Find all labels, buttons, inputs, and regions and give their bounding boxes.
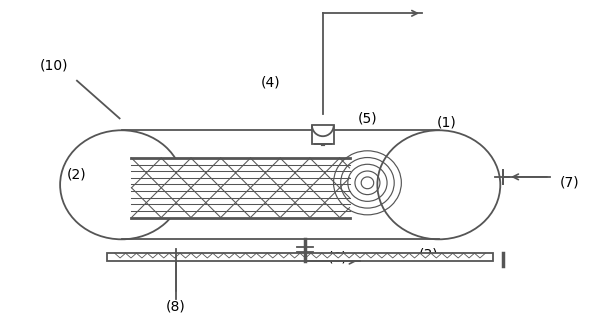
Text: (4): (4) [261, 76, 280, 90]
Polygon shape [132, 158, 350, 217]
Polygon shape [122, 130, 439, 239]
Ellipse shape [378, 130, 501, 239]
Bar [312, 125, 334, 144]
Text: (7): (7) [560, 176, 579, 190]
Text: (8): (8) [166, 300, 186, 314]
Text: (2): (2) [67, 168, 87, 182]
Text: (1): (1) [437, 115, 457, 129]
Ellipse shape [60, 130, 183, 239]
Bar [107, 253, 493, 261]
Text: (5): (5) [358, 111, 378, 125]
Text: (6): (6) [328, 250, 348, 264]
Text: (10): (10) [40, 59, 68, 73]
Text: (3): (3) [419, 247, 439, 261]
